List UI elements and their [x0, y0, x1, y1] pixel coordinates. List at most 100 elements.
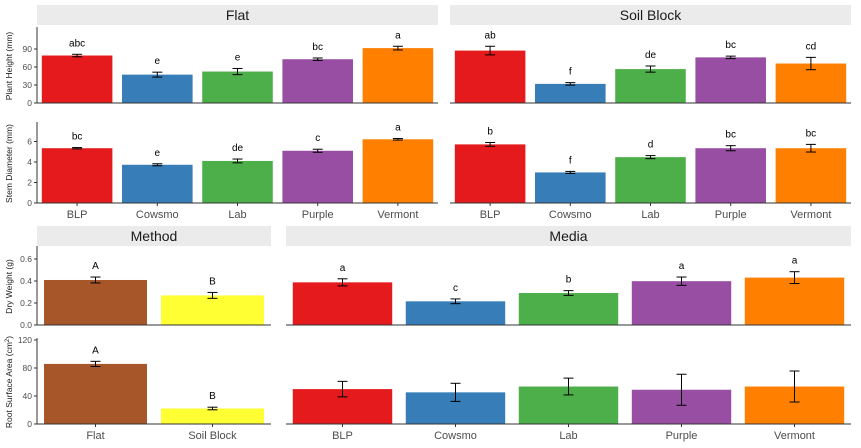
bar	[161, 408, 264, 424]
significance-letter: B	[209, 276, 216, 287]
panel-flat-1: Flat abc e e bc a 0 30 60 90 Plant Height (mm)	[4, 5, 438, 108]
x-tick-label: Vermont	[790, 209, 831, 221]
y-axis-title: Root Surface Area (cm2)	[4, 336, 14, 428]
significance-letter: f	[569, 155, 572, 166]
y-tick-label: 80	[23, 363, 33, 373]
bar	[615, 69, 686, 103]
facet-strip	[37, 5, 438, 25]
bar	[122, 74, 193, 103]
x-tick-label: Purple	[715, 209, 747, 221]
y-tick-label: 0.6	[20, 254, 32, 264]
y-axis-title-end: )	[4, 336, 14, 339]
y-tick-label: 6	[27, 137, 32, 147]
significance-letter: a	[395, 30, 401, 41]
bar	[695, 148, 766, 203]
facet-strip-label: Flat	[226, 7, 249, 23]
significance-letter: a	[792, 256, 798, 267]
bar	[362, 48, 434, 103]
facet-strip	[286, 226, 851, 246]
significance-letter: a	[679, 261, 685, 272]
facet-strip	[450, 5, 851, 25]
significance-letter: bc	[725, 40, 736, 51]
significance-letter: b	[566, 275, 572, 286]
y-tick-label: 0.0	[20, 320, 32, 330]
significance-letter: bc	[312, 42, 323, 53]
significance-letter: d	[648, 140, 654, 151]
y-tick-label: 0	[27, 198, 32, 208]
bar	[202, 71, 273, 103]
bar	[775, 148, 847, 203]
significance-letter: cd	[806, 41, 817, 52]
bar	[405, 301, 506, 325]
bar	[631, 281, 732, 325]
x-tick-label: Purple	[666, 430, 698, 442]
bar	[44, 279, 147, 325]
bar	[41, 55, 113, 103]
panel-method-7: A Flat B Soil Block 0 40 80 120 Root Surface Are…	[4, 335, 271, 442]
y-axis-title: Plant Height (mm)	[4, 32, 14, 101]
facet-strip	[37, 226, 271, 246]
significance-letter: c	[315, 133, 320, 144]
x-tick-label: BLP	[480, 209, 501, 221]
panel-media-8: BLP Cowsmo Lab Purple Vermont	[286, 370, 851, 442]
panel-soil-block-4: b BLP f Cowsmo d Lab bc Purple bc Vermont	[450, 126, 851, 221]
significance-letter: f	[569, 67, 572, 78]
bar	[535, 172, 606, 203]
panel-flat-3: bc BLP e Cowsmo de Lab c Purple a Vermont 0 2 4 6 Stem…	[4, 122, 438, 221]
y-tick-label: 2	[27, 178, 32, 188]
x-tick-label: Vermont	[377, 209, 418, 221]
significance-letter: a	[395, 123, 401, 134]
bar	[615, 157, 686, 203]
bar	[535, 83, 606, 103]
significance-letter: bc	[725, 130, 736, 141]
x-tick-label: Soil Block	[188, 430, 237, 442]
significance-letter: c	[453, 283, 458, 294]
y-tick-label: 0	[27, 98, 32, 108]
x-tick-label: Cowsmo	[136, 209, 179, 221]
significance-letter: bc	[806, 128, 817, 139]
significance-letter: e	[235, 52, 241, 63]
significance-letter: de	[645, 50, 657, 61]
significance-letter: B	[209, 391, 216, 402]
bar	[292, 282, 393, 325]
bar	[454, 50, 526, 103]
x-tick-label: Cowsmo	[549, 209, 592, 221]
y-tick-label: 0.2	[20, 298, 32, 308]
y-tick-label: 4	[27, 157, 32, 167]
y-tick-label: 60	[23, 62, 33, 72]
bar	[744, 277, 845, 325]
y-axis-title: Dry Weight (g)	[4, 259, 14, 314]
significance-letter: a	[340, 263, 346, 274]
significance-letter: bc	[72, 132, 83, 143]
x-tick-label: Lab	[228, 209, 246, 221]
panel-media-6: Media a c b a a	[286, 226, 851, 326]
panel-soil-block-2: Soil Block ab f de bc cd	[450, 5, 851, 104]
bar	[282, 59, 353, 103]
x-tick-label: Vermont	[774, 430, 815, 442]
bar	[518, 293, 619, 325]
x-tick-label: BLP	[332, 430, 353, 442]
x-tick-label: Flat	[86, 430, 104, 442]
significance-letter: e	[155, 148, 161, 159]
bar	[695, 57, 766, 103]
x-tick-label: Cowsmo	[434, 430, 477, 442]
panel-method-5: Method A B 0.0 0.2 0.4 0.6 Dry Weight (g)	[4, 226, 271, 330]
significance-letter: abc	[69, 38, 85, 49]
x-tick-label: Lab	[641, 209, 659, 221]
bar	[122, 164, 193, 203]
y-tick-label: 0	[27, 419, 32, 429]
significance-letter: A	[92, 261, 99, 272]
bar	[44, 363, 147, 424]
bar	[202, 160, 273, 203]
x-tick-label: Lab	[559, 430, 577, 442]
y-tick-label: 40	[23, 391, 33, 401]
y-tick-label: 0.4	[20, 276, 32, 286]
bar	[161, 295, 264, 325]
bar	[282, 150, 353, 203]
y-tick-label: 30	[23, 80, 33, 90]
bar	[362, 139, 434, 203]
y-tick-label: 90	[23, 44, 33, 54]
bar	[41, 148, 113, 203]
